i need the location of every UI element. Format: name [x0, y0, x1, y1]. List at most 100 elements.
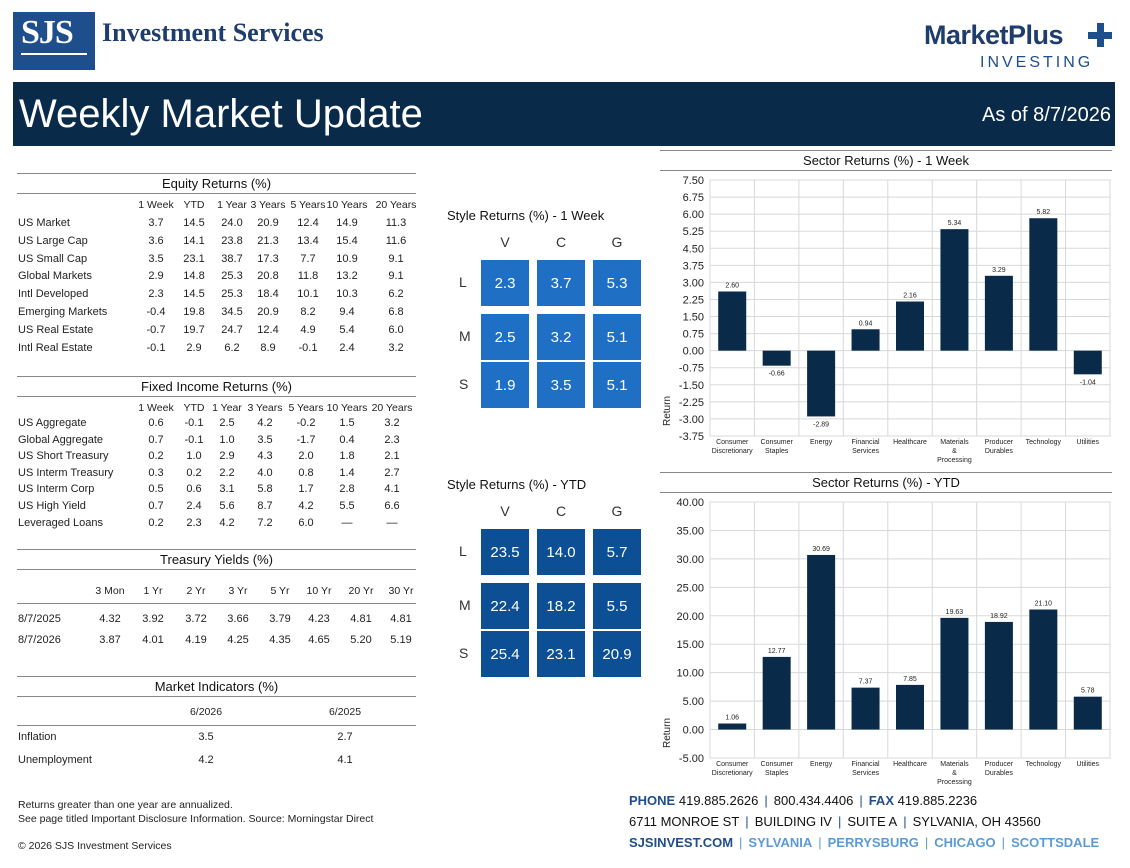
phone-2[interactable]: 800.434.4406 [773, 793, 854, 808]
cell-value: 25.3 [221, 288, 243, 301]
style-cell: 2.5 [481, 314, 529, 360]
y-tick-label: 2.25 [683, 294, 704, 306]
cell-value: 3.92 [142, 613, 164, 625]
treasury-header-row: 3 Mon 1 Yr 2 Yr 3 Yr 5 Yr 10 Yr 20 Yr 30 Yr [0, 585, 416, 599]
bar [896, 684, 924, 730]
cell-value: 11.3 [385, 217, 407, 229]
fax-number: 419.885.2236 [897, 793, 978, 808]
row-label: US Market [18, 217, 70, 229]
equity-title: Equity Returns (%) [161, 176, 272, 191]
style-cell: 5.7 [593, 529, 641, 575]
address-suite: SUITE A [847, 814, 898, 829]
table-row: US Aggregate 0.6 -0.1 2.5 4.2 -0.2 1.5 3.2 [18, 417, 417, 433]
y-tick-label: 5.00 [683, 696, 704, 708]
logo-mark: SJS [21, 14, 74, 51]
row-label: Emerging Markets [18, 306, 108, 318]
style-cell: 22.4 [481, 583, 529, 629]
address-street: 6711 MONROE ST [629, 814, 740, 829]
bar [762, 350, 791, 366]
x-tick-label: Materials [940, 439, 969, 446]
x-tick-label: Processing [937, 457, 972, 464]
bar [807, 554, 836, 730]
table-row: 8/7/2026 3.87 4.01 4.19 4.25 4.35 4.65 5.20 5.19 [18, 634, 417, 650]
cell-value: 2.7 [384, 466, 400, 479]
data-label: 3.29 [992, 267, 1006, 274]
cell-value: -0.1 [184, 417, 204, 429]
city-sylvania[interactable]: SYLVANIA [748, 835, 813, 850]
cell-value: 2.3 [186, 516, 202, 529]
phone-1[interactable]: 419.885.2626 [678, 793, 759, 808]
fixed_income-header-row: 1 Week YTD 1 Year 3 Years 5 Years 10 Years 20 … [0, 402, 416, 416]
style-cell: 25.4 [481, 631, 529, 677]
fax-label: FAX [868, 793, 894, 808]
cell-value: 1.8 [339, 450, 355, 463]
style-col-label: G [611, 234, 623, 250]
column-header: 10 Yr [306, 585, 332, 597]
style-cell: 5.3 [593, 260, 641, 306]
cell-value: 4.2 [298, 500, 314, 512]
cell-value: 4.1 [337, 754, 353, 766]
row-label: US Aggregate [18, 417, 87, 429]
cell-value: 0.6 [148, 417, 164, 429]
cell-value: 6.0 [388, 323, 404, 336]
website-link[interactable]: SJSINVEST.COM [629, 835, 734, 850]
style-row-label: S [459, 376, 469, 392]
cell-value: 2.9 [148, 270, 164, 283]
cell-value: 4.1 [384, 483, 400, 496]
table-row: Leveraged Loans 0.2 2.3 4.2 7.2 6.0 — — [18, 517, 417, 533]
cell-value: 2.5 [219, 417, 235, 429]
cell-value: 34.5 [221, 306, 243, 318]
cell-value: 1.0 [219, 433, 235, 446]
equity-header-row: 1 Week YTD 1 Year 3 Years 5 Years 10 Years 20 … [0, 199, 416, 213]
data-label: 21.10 [1035, 601, 1053, 608]
table-row: US Short Treasury 0.2 1.0 2.9 4.3 2.0 1.8 2.1 [18, 450, 417, 466]
style-cell: 3.7 [537, 260, 585, 306]
column-header: 20 Yr [348, 585, 374, 597]
bar [940, 229, 969, 351]
cell-value: 24.7 [221, 323, 243, 336]
contact-phones: PHONE 419.885.2626 | 800.434.4406 | FAX 419.… [629, 793, 978, 808]
city-perrysburg[interactable]: PERRYSBURG [827, 835, 919, 850]
cell-value: 0.2 [148, 450, 164, 463]
cell-value: 4.0 [257, 466, 273, 479]
website-cities: SJSINVEST.COM | SYLVANIA | PERRYSBURG | CHICAG… [629, 835, 1100, 850]
sector-chart-week: Sector Returns (%) - 1 Week 7.50 6.75 6.00… [660, 150, 1115, 472]
bar [762, 656, 791, 730]
data-label: 5.82 [1037, 209, 1051, 216]
cell-value: 7.2 [257, 516, 273, 529]
cell-value: 1.7 [298, 483, 314, 496]
cell-value: 11.8 [297, 270, 319, 283]
as-of-date: As of 8/7/2026 [982, 104, 1111, 126]
x-tick-label: Staples [765, 448, 789, 455]
cell-value: 5.19 [390, 634, 412, 646]
bar [851, 329, 880, 351]
table-row: US High Yield 0.7 2.4 5.6 8.7 4.2 5.5 6.6 [18, 500, 417, 516]
cell-value: 3.6 [148, 234, 164, 247]
city-scottsdale[interactable]: SCOTTSDALE [1011, 835, 1100, 850]
city-chicago[interactable]: CHICAGO [934, 835, 996, 850]
chart-title-week: Sector Returns (%) - 1 Week [803, 153, 969, 168]
cell-value: 6.0 [298, 516, 314, 529]
plus-icon [1088, 23, 1112, 47]
table-row: 8/7/2025 4.32 3.92 3.72 3.66 3.79 4.23 4.81 4.81 [18, 613, 417, 629]
table-row: US Small Cap 3.5 23.1 38.7 17.3 7.7 10.9 9.1 [18, 253, 417, 269]
x-tick-label: Technology [1026, 761, 1062, 768]
column-header: 30 Yr [388, 585, 414, 597]
cell-value: 4.19 [185, 634, 207, 646]
style-row-label: M [459, 597, 471, 613]
row-label: Global Markets [18, 270, 92, 283]
style-row-label: L [459, 274, 467, 290]
table-row: US Interm Treasury 0.3 0.2 2.2 4.0 0.8 1.4 2.7 [18, 467, 417, 483]
y-tick-label: 0.00 [683, 346, 704, 358]
data-label: 7.37 [859, 679, 873, 686]
table-row: Global Aggregate 0.7 -0.1 1.0 3.5 -1.7 0.4 2.3 [18, 434, 417, 450]
cell-value: 4.65 [308, 634, 330, 646]
style-cell: 3.2 [537, 314, 585, 360]
cell-value: 5.5 [339, 500, 355, 512]
cell-value: 6.2 [388, 288, 404, 301]
cell-value: 9.4 [339, 306, 355, 318]
cell-value: 0.4 [339, 433, 355, 446]
cell-value: 2.9 [186, 341, 202, 354]
x-tick-label: Energy [810, 439, 833, 446]
cell-value: 4.2 [219, 516, 235, 529]
